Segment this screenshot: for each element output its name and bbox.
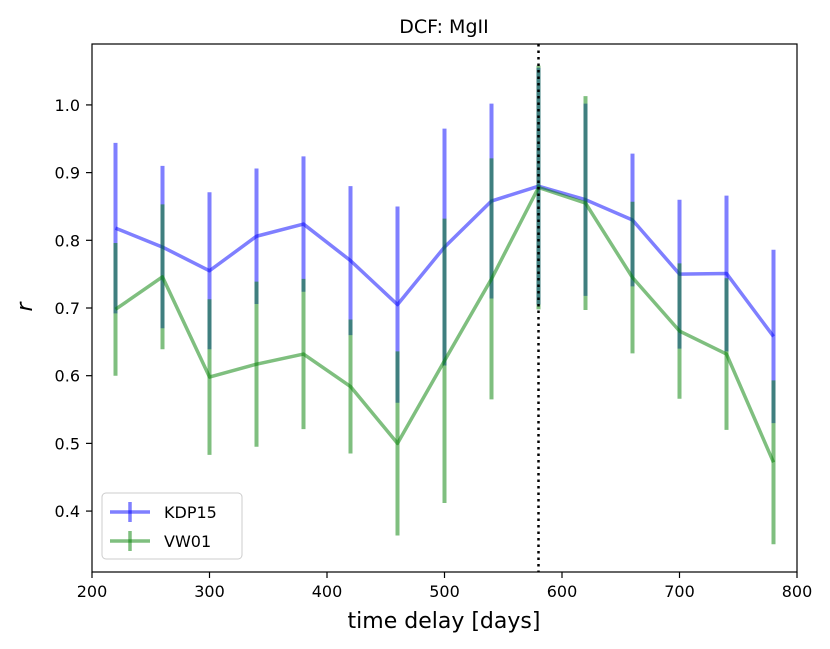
legend-kdp15-label: KDP15	[164, 503, 217, 522]
vw01-line	[114, 185, 776, 464]
x-tick-label: 800	[782, 582, 813, 601]
x-tick-label: 700	[664, 582, 695, 601]
x-tick-label: 500	[429, 582, 460, 601]
y-tick-label: 0.9	[55, 164, 80, 183]
x-tick-label: 400	[312, 582, 343, 601]
x-tick-label: 600	[547, 582, 578, 601]
x-tick-label: 300	[194, 582, 225, 601]
y-tick-label: 0.7	[55, 299, 80, 318]
x-tick-label: 200	[77, 582, 108, 601]
y-tick-label: 0.8	[55, 231, 80, 250]
y-tick-label: 1.0	[55, 96, 80, 115]
plot-area: 200 300 400 500 600 700 800 0.4 0.5 0.6 0.7 0.8 0.9 1…	[55, 43, 813, 601]
x-axis-label: time delay [days]	[348, 609, 541, 634]
legend-vw01-label: VW01	[164, 532, 211, 551]
y-tick-label: 0.6	[55, 367, 80, 386]
y-tick-label: 0.4	[55, 502, 80, 521]
y-tick-label: 0.5	[55, 434, 80, 453]
chart-title: DCF: MgII	[399, 16, 488, 38]
y-axis-label: r	[13, 301, 38, 312]
